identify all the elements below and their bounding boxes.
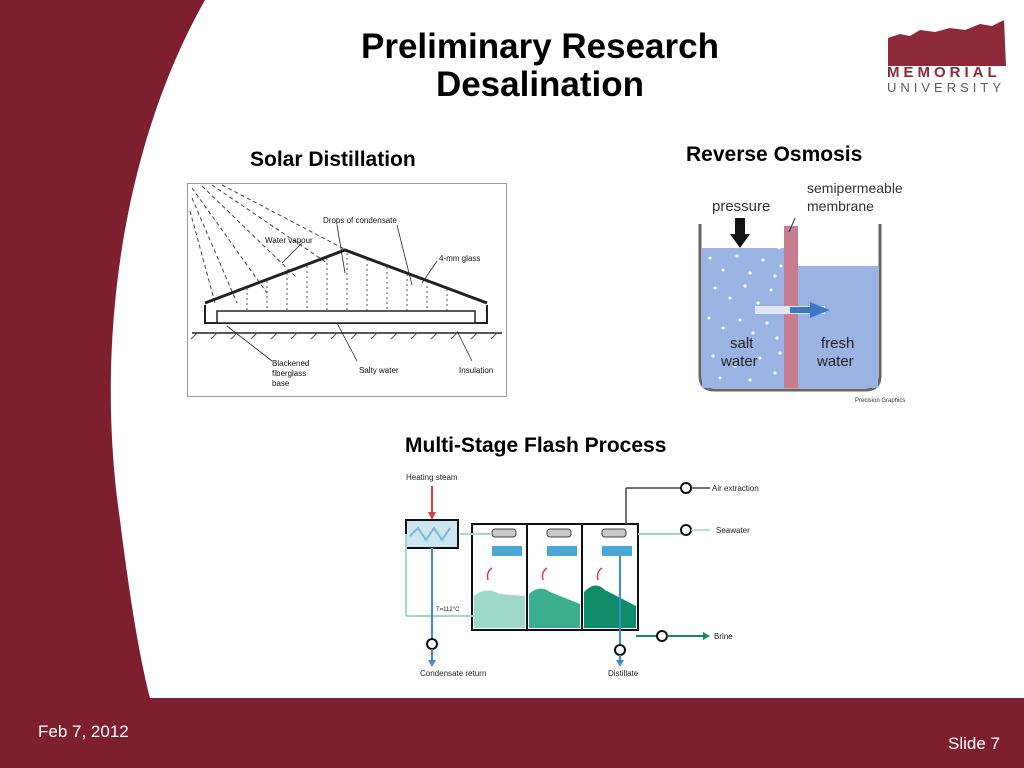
label-air-extraction: Air extraction xyxy=(712,484,759,493)
label-temperature: T=112°C xyxy=(436,607,460,613)
label-membrane-2: membrane xyxy=(807,198,874,214)
label-glass: 4-mm glass xyxy=(439,254,480,263)
label-brine: Brine xyxy=(714,632,733,641)
label-membrane-1: semipermeable xyxy=(807,180,903,196)
logo-text-university: UNIVERSITY xyxy=(887,80,1006,95)
reverse-osmosis-diagram: pressure semipermeable membrane salt wat… xyxy=(695,178,908,405)
label-base-2: fiberglass xyxy=(272,369,306,378)
sun-rays-icon xyxy=(189,184,353,304)
memorial-logo-icon xyxy=(888,20,1006,66)
label-base-1: Blackened xyxy=(272,359,309,368)
title-line-1: Preliminary Research xyxy=(361,27,719,66)
heading-msf: Multi-Stage Flash Process xyxy=(405,434,667,457)
title-line-2: Desalination xyxy=(435,65,645,104)
label-fresh: fresh xyxy=(821,335,854,352)
label-pressure: pressure xyxy=(712,198,770,215)
pressure-arrow-icon xyxy=(730,234,750,248)
label-credit: Precision Graphics xyxy=(855,398,905,404)
salt-particles-icon xyxy=(707,246,783,382)
slide-title: Preliminary Research Desalination xyxy=(300,28,780,104)
slide-date: Feb 7, 2012 xyxy=(38,722,129,741)
msf-diagram: Heating steam Air extraction Seawater T=… xyxy=(400,468,770,683)
label-condensate-return: Condensate return xyxy=(420,669,486,678)
label-base-3: base xyxy=(272,379,290,388)
label-distillate: Distillate xyxy=(608,669,639,678)
label-fresh-water: water xyxy=(816,353,854,370)
label-heating-steam: Heating steam xyxy=(406,473,458,482)
heading-reverse-osmosis: Reverse Osmosis xyxy=(686,143,863,166)
label-seawater: Seawater xyxy=(716,526,750,535)
label-insulation: Insulation xyxy=(459,366,493,375)
solar-distillation-diagram: Drops of condensate Water vapour 4-mm gl… xyxy=(187,183,507,397)
label-salty: Salty water xyxy=(359,366,399,375)
label-salt: salt xyxy=(730,335,754,352)
label-vapour: Water vapour xyxy=(265,236,313,245)
label-salt-water: water xyxy=(720,353,758,370)
heading-solar-distillation: Solar Distillation xyxy=(250,148,416,171)
slide-number: Slide 7 xyxy=(948,734,1000,753)
logo-text-memorial: MEMORIAL xyxy=(887,64,1001,81)
label-drops: Drops of condensate xyxy=(323,216,397,225)
